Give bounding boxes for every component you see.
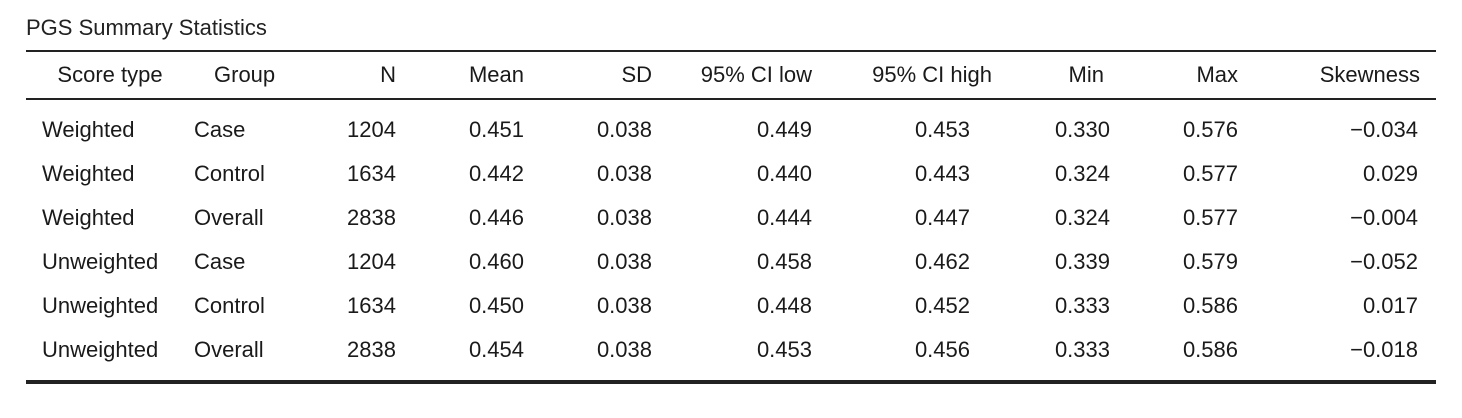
cell-min: 0.339 xyxy=(1054,249,1110,274)
header-ci-high: 95% CI high xyxy=(872,62,992,87)
cell-n: 2838 xyxy=(347,205,396,230)
table-row: Weighted Control 1634 0.442 0.038 0.440 0.443 0… xyxy=(26,152,1436,196)
summary-table-container: PGS Summary Statistics Score type Group … xyxy=(26,14,1436,384)
cell-group: Overall xyxy=(194,337,264,362)
cell-group: Control xyxy=(194,293,265,318)
table-row: Unweighted Control 1634 0.450 0.038 0.448 0.45… xyxy=(26,284,1436,328)
cell-skewness: −0.018 xyxy=(1350,337,1418,362)
cell-ci-high: 0.443 xyxy=(914,161,970,186)
cell-sd: 0.038 xyxy=(596,249,652,274)
cell-ci-high: 0.447 xyxy=(914,205,970,230)
table-row: Unweighted Case 1204 0.460 0.038 0.458 0.462 0.… xyxy=(26,240,1436,284)
cell-score-type: Unweighted xyxy=(42,249,159,274)
cell-score-type: Unweighted xyxy=(42,293,159,318)
cell-score-type: Unweighted xyxy=(42,337,159,362)
cell-ci-high: 0.452 xyxy=(914,293,970,318)
cell-score-type: Weighted xyxy=(42,117,135,142)
header-score-type: Score type xyxy=(57,62,163,87)
cell-mean: 0.454 xyxy=(468,337,524,362)
summary-statistics-table: Score type Group N Mean SD 95% CI low 95… xyxy=(26,50,1436,372)
cell-sd: 0.038 xyxy=(596,161,652,186)
cell-skewness: −0.004 xyxy=(1350,205,1418,230)
cell-min: 0.333 xyxy=(1054,293,1110,318)
cell-ci-low: 0.458 xyxy=(756,249,812,274)
cell-max: 0.586 xyxy=(1182,293,1238,318)
cell-min: 0.324 xyxy=(1054,205,1110,230)
header-max: Max xyxy=(1196,62,1238,87)
cell-ci-low: 0.444 xyxy=(756,205,812,230)
header-n: N xyxy=(380,62,396,87)
spacer-cell xyxy=(26,99,1436,108)
cell-ci-low: 0.453 xyxy=(756,337,812,362)
header-mean: Mean xyxy=(468,62,524,87)
cell-skewness: −0.052 xyxy=(1350,249,1418,274)
cell-n: 1634 xyxy=(347,161,396,186)
header-skewness: Skewness xyxy=(1319,62,1420,87)
cell-max: 0.576 xyxy=(1182,117,1238,142)
header-group: Group xyxy=(214,62,276,87)
cell-min: 0.324 xyxy=(1054,161,1110,186)
cell-group: Overall xyxy=(194,205,264,230)
cell-score-type: Weighted xyxy=(42,161,135,186)
header-sd: SD xyxy=(621,62,652,87)
cell-n: 1204 xyxy=(347,249,396,274)
header-row: Score type Group N Mean SD 95% CI low 95… xyxy=(26,51,1436,99)
cell-sd: 0.038 xyxy=(596,117,652,142)
cell-max: 0.577 xyxy=(1182,205,1238,230)
cell-max: 0.586 xyxy=(1182,337,1238,362)
cell-sd: 0.038 xyxy=(596,337,652,362)
cell-max: 0.579 xyxy=(1182,249,1238,274)
table-row: Weighted Overall 2838 0.446 0.038 0.444 0.447 0… xyxy=(26,196,1436,240)
table-title: PGS Summary Statistics xyxy=(26,15,267,40)
cell-ci-high: 0.462 xyxy=(914,249,970,274)
cell-skewness: 0.029 xyxy=(1362,161,1418,186)
header-ci-low: 95% CI low xyxy=(700,62,812,87)
cell-n: 1204 xyxy=(347,117,396,142)
bottom-rule xyxy=(26,380,1436,384)
cell-mean: 0.460 xyxy=(468,249,524,274)
table-row: Unweighted Overall 2838 0.454 0.038 0.453 0.45… xyxy=(26,328,1436,372)
cell-group: Case xyxy=(194,249,246,274)
cell-n: 1634 xyxy=(347,293,396,318)
cell-skewness: −0.034 xyxy=(1350,117,1418,142)
cell-skewness: 0.017 xyxy=(1362,293,1418,318)
cell-mean: 0.442 xyxy=(468,161,524,186)
cell-min: 0.330 xyxy=(1054,117,1110,142)
table-body: Weighted Case 1204 0.451 0.038 0.449 0.453 0.33… xyxy=(26,99,1436,372)
table-row: Weighted Case 1204 0.451 0.038 0.449 0.453 0.33… xyxy=(26,108,1436,152)
header-min: Min xyxy=(1068,62,1104,87)
cell-ci-low: 0.449 xyxy=(756,117,812,142)
spacer-row xyxy=(26,99,1436,108)
cell-group: Control xyxy=(194,161,265,186)
cell-ci-high: 0.456 xyxy=(914,337,970,362)
cell-ci-low: 0.448 xyxy=(756,293,812,318)
cell-mean: 0.451 xyxy=(468,117,524,142)
cell-n: 2838 xyxy=(347,337,396,362)
cell-score-type: Weighted xyxy=(42,205,135,230)
cell-sd: 0.038 xyxy=(596,293,652,318)
cell-mean: 0.446 xyxy=(468,205,524,230)
cell-min: 0.333 xyxy=(1054,337,1110,362)
cell-ci-low: 0.440 xyxy=(756,161,812,186)
cell-max: 0.577 xyxy=(1182,161,1238,186)
cell-sd: 0.038 xyxy=(596,205,652,230)
cell-mean: 0.450 xyxy=(468,293,524,318)
cell-group: Case xyxy=(194,117,246,142)
cell-ci-high: 0.453 xyxy=(914,117,970,142)
